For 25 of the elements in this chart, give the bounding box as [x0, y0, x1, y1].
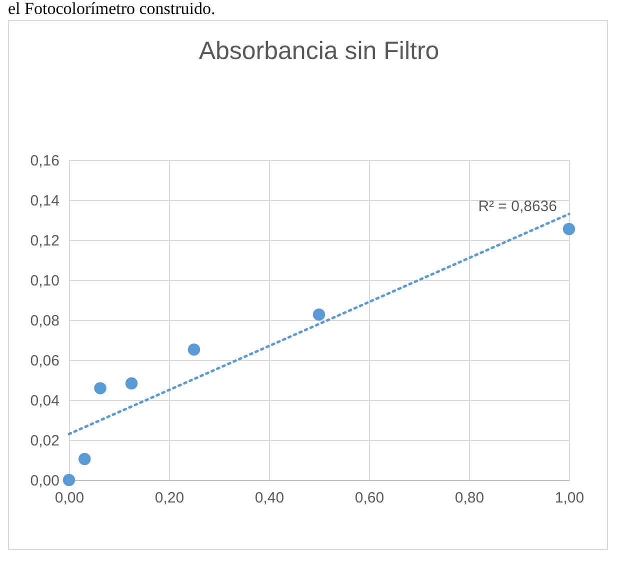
y-tick-label: 0,12: [30, 232, 60, 250]
point: [94, 382, 106, 394]
y-tick-label: 0,08: [30, 312, 60, 330]
y-tick-label: 0,10: [30, 272, 60, 290]
y-tick-label: 0,02: [30, 432, 60, 450]
point: [78, 452, 91, 466]
y-tick-label: 0,16: [30, 152, 60, 170]
x-tick-label: 0,20: [154, 490, 184, 506]
y-tick-label: 0,00: [30, 472, 60, 490]
x-tick-label: 1,00: [554, 490, 584, 506]
y-tick-label: 0,06: [30, 352, 60, 370]
x-tick-label: 0,80: [454, 490, 484, 506]
text: el Fotocolorímetro construido.: [7, 0, 216, 20]
y-tick-label: 0,14: [30, 192, 60, 210]
point: [188, 343, 200, 356]
x-tick-label: 0,40: [254, 490, 284, 506]
chart-title: Absorbancia sin Filtro: [198, 37, 440, 65]
annotation: R² = 0,8636: [478, 198, 557, 215]
x-tick-label: 0,00: [54, 490, 84, 506]
y-tick-label: 0,04: [30, 392, 60, 410]
point: [562, 222, 576, 236]
x-tick-label: 0,60: [354, 490, 384, 506]
point: [125, 377, 138, 390]
point: [312, 308, 326, 321]
point: [62, 474, 76, 486]
